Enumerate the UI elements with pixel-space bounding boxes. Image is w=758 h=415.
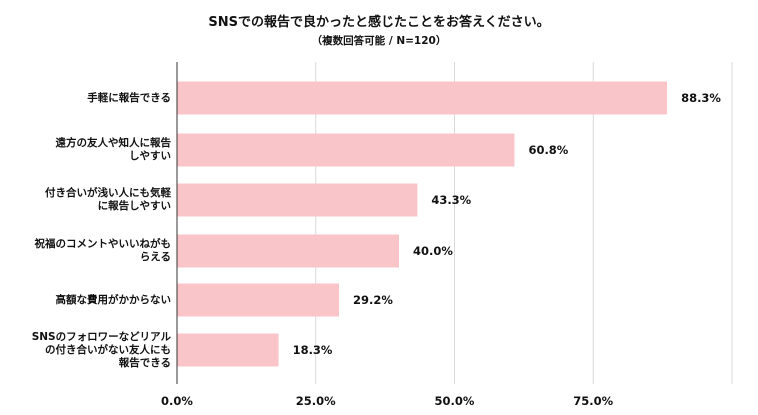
bar-4	[177, 283, 340, 317]
x-tick-label-1: 25.0%	[296, 394, 336, 408]
category-label-1: 遠方の友人や知人に報告 しやすい	[55, 137, 172, 162]
chart-title: SNSでの報告で良かったと感じたことをお答えください。	[208, 15, 550, 30]
x-tick-label-2: 50.0%	[435, 394, 475, 408]
value-label-0: 88.3%	[681, 91, 721, 105]
x-tick-label-3: 75.0%	[573, 394, 613, 408]
category-label-3: 祝福のコメントやいいねがも らえる	[34, 238, 172, 263]
value-label-4: 29.2%	[353, 293, 393, 307]
category-label-5: SNSのフォロワーなどリアル の付き合いがない友人にも 報告できる	[31, 330, 171, 369]
category-label-0: 手軽に報告できる	[87, 91, 171, 104]
category-label-2: 付き合いが浅い人にも気軽 に報告しやすい	[45, 187, 171, 212]
chart-subtitle: （複数回答可能 / N=120）	[311, 35, 447, 47]
bar-3	[177, 234, 399, 268]
value-label-3: 40.0%	[413, 244, 453, 258]
category-label-4: 高額な費用がかからない	[55, 293, 172, 306]
x-tick-label-0: 0.0%	[161, 394, 193, 408]
value-label-2: 43.3%	[431, 193, 471, 207]
bar-2	[177, 183, 418, 217]
bar-1	[177, 133, 515, 167]
value-label-5: 18.3%	[293, 343, 333, 357]
value-label-1: 60.8%	[528, 143, 568, 157]
bar-5	[177, 333, 279, 367]
bar-0	[177, 81, 668, 115]
